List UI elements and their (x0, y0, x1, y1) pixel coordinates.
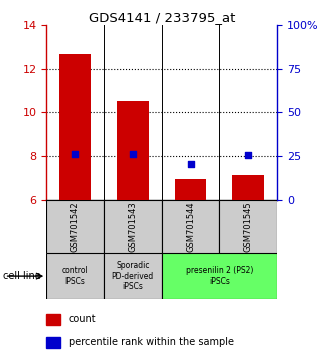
Point (130, 152, 135, 157)
Bar (175, 178, 207, 200)
Text: GSM701545: GSM701545 (244, 201, 253, 252)
Title: GDS4141 / 233795_at: GDS4141 / 233795_at (88, 11, 235, 24)
Point (246, 153, 251, 158)
Bar (162, 253, 277, 299)
Text: cell line: cell line (3, 271, 41, 281)
Text: count: count (69, 314, 97, 325)
Bar (162, 200, 219, 253)
Bar (104, 200, 162, 253)
Text: GSM701542: GSM701542 (71, 201, 80, 252)
Text: Sporadic
PD-derived
iPSCs: Sporadic PD-derived iPSCs (112, 261, 154, 291)
Bar (219, 200, 277, 253)
Text: presenilin 2 (PS2)
iPSCs: presenilin 2 (PS2) iPSCs (186, 267, 253, 286)
Bar (46, 253, 104, 299)
Bar (59, 55, 91, 200)
Text: percentile rank within the sample: percentile rank within the sample (69, 337, 234, 348)
Bar (46, 337, 60, 348)
Text: control
IPSCs: control IPSCs (62, 267, 88, 286)
Bar (46, 314, 60, 325)
Text: GSM701543: GSM701543 (128, 201, 137, 252)
Bar (232, 176, 264, 200)
Bar (46, 200, 104, 253)
Bar (104, 253, 162, 299)
Point (73, 151, 78, 156)
Point (188, 161, 193, 167)
Bar (117, 102, 149, 200)
Text: GSM701544: GSM701544 (186, 201, 195, 252)
